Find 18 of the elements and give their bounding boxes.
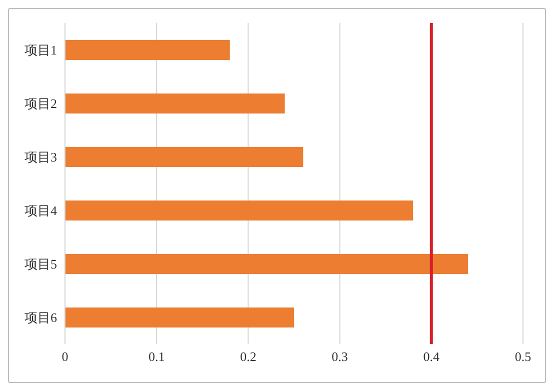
x-tick-label: 0.2 xyxy=(240,349,256,364)
bar xyxy=(65,308,294,328)
y-tick-label: 项目5 xyxy=(24,256,57,272)
x-tick-label: 0.4 xyxy=(423,349,440,364)
bar xyxy=(65,94,285,114)
bar xyxy=(65,254,468,274)
x-tick-label: 0.5 xyxy=(514,349,532,364)
y-tick-label: 项目2 xyxy=(24,96,57,111)
x-tick-label: 0.3 xyxy=(332,349,348,364)
bar xyxy=(65,200,414,220)
y-tick-label: 项目3 xyxy=(24,149,57,164)
x-tick-label: 0 xyxy=(62,349,68,364)
bar xyxy=(65,147,304,167)
x-tick-label: 0.1 xyxy=(148,349,165,364)
y-tick-label: 项目6 xyxy=(24,310,58,325)
y-tick-label: 项目4 xyxy=(24,202,58,218)
y-tick-label: 项目1 xyxy=(24,42,57,58)
bar xyxy=(65,40,230,60)
